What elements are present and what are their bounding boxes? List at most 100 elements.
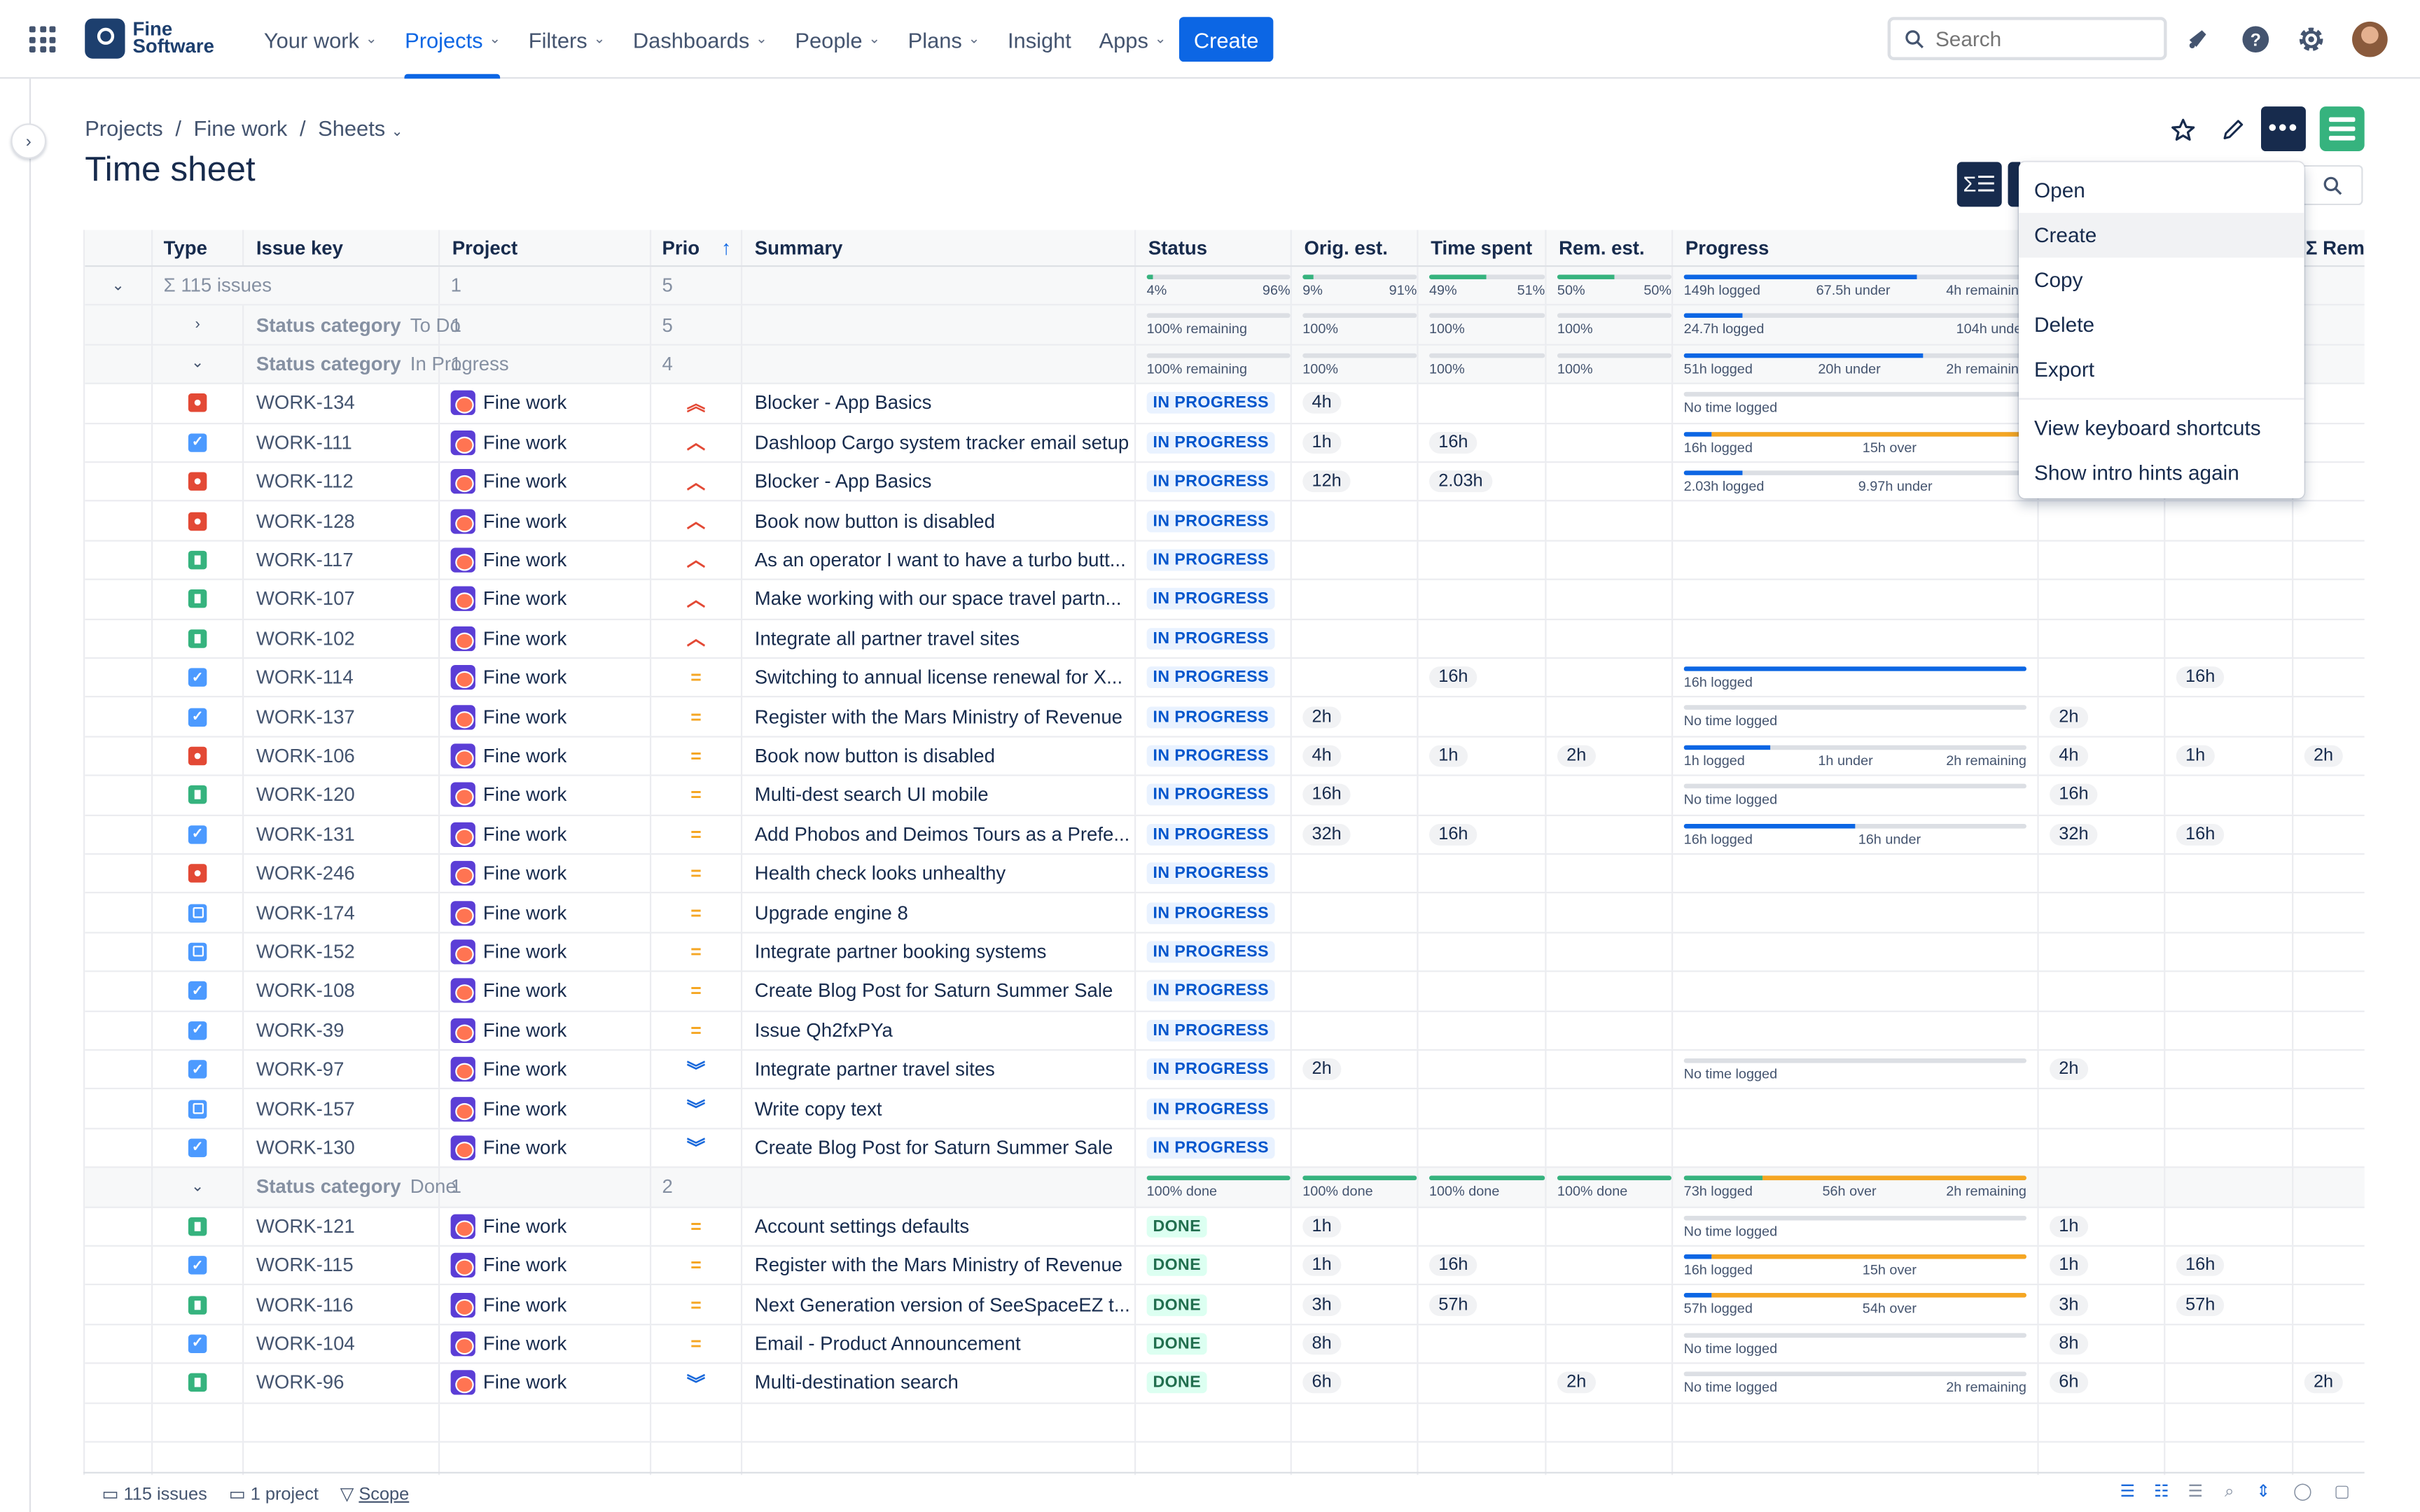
issue-project[interactable]: Fine work [440, 933, 652, 971]
more-actions-button[interactable]: ••• [2261, 106, 2306, 152]
rem-est[interactable] [1547, 1285, 1674, 1324]
time-spent[interactable] [1419, 580, 1547, 618]
nav-apps[interactable]: Apps ⌄ [1085, 0, 1180, 78]
issue-status[interactable]: IN PROGRESS [1136, 1128, 1292, 1167]
issue-status[interactable]: IN PROGRESS [1136, 1011, 1292, 1049]
issue-row[interactable]: WORK-111 Fine work ︿ Dashloop Cargo system … [85, 424, 2365, 463]
issue-status[interactable]: IN PROGRESS [1136, 894, 1292, 932]
time-spent[interactable] [1419, 1050, 1547, 1088]
orig-est[interactable] [1292, 1089, 1419, 1128]
orig-est[interactable] [1292, 1128, 1419, 1167]
issue-key[interactable]: WORK-174 [244, 894, 440, 932]
issue-row[interactable]: WORK-246 Fine work = Health check looks unh… [85, 855, 2365, 895]
issue-status[interactable]: IN PROGRESS [1136, 620, 1292, 657]
orig-est[interactable]: 1h [1292, 1246, 1419, 1284]
menu-item-copy[interactable]: Copy [2034, 268, 2083, 292]
menu-item-keyboard-shortcuts[interactable]: View keyboard shortcuts [2034, 416, 2261, 440]
time-spent[interactable]: 57h [1419, 1285, 1547, 1324]
time-spent[interactable] [1419, 1128, 1547, 1167]
issue-summary[interactable]: Create Blog Post for Saturn Summer Sale [742, 1128, 1136, 1167]
issue-summary[interactable]: Integrate partner travel sites [742, 1050, 1136, 1088]
issue-project[interactable]: Fine work [440, 1089, 652, 1128]
issue-status[interactable]: IN PROGRESS [1136, 541, 1292, 579]
issue-priority[interactable]: ︿ [651, 541, 743, 579]
nav-filters[interactable]: Filters ⌄ [515, 0, 619, 78]
issue-project[interactable]: Fine work [440, 737, 652, 775]
rem-est[interactable] [1547, 1050, 1674, 1088]
time-spent[interactable] [1419, 1011, 1547, 1049]
issue-summary[interactable]: Multi-destination search [742, 1364, 1136, 1402]
issue-priority[interactable]: = [651, 776, 743, 814]
nav-people[interactable]: People ⌄ [781, 0, 894, 78]
issue-key[interactable]: WORK-114 [244, 659, 440, 696]
issue-project[interactable]: Fine work [440, 1050, 652, 1088]
issue-priority[interactable]: = [651, 1207, 743, 1245]
issue-row[interactable]: WORK-174 Fine work = Upgrade engine 8 IN PRO… [85, 894, 2365, 933]
rem-est[interactable] [1547, 1128, 1674, 1167]
issue-priority[interactable]: ︿ [651, 580, 743, 618]
issue-row[interactable]: WORK-131 Fine work = Add Phobos and Deimos … [85, 816, 2365, 855]
issue-row[interactable]: WORK-107 Fine work ︿ Make working with our … [85, 580, 2365, 620]
issue-priority[interactable]: ︾ [651, 1128, 743, 1167]
col-summary[interactable]: Summary [742, 230, 1136, 266]
rem-est[interactable] [1547, 1324, 1674, 1363]
issue-status[interactable]: DONE [1136, 1207, 1292, 1245]
orig-est[interactable]: 4h [1292, 384, 1419, 422]
issue-priority[interactable]: = [651, 1324, 743, 1363]
menu-item-delete[interactable]: Delete [2034, 313, 2095, 337]
issue-key[interactable]: WORK-130 [244, 1128, 440, 1167]
issue-status[interactable]: IN PROGRESS [1136, 384, 1292, 422]
orig-est[interactable] [1292, 855, 1419, 892]
time-spent[interactable] [1419, 894, 1547, 932]
rem-est[interactable] [1547, 894, 1674, 932]
company-logo[interactable]: Fine Software [85, 18, 214, 59]
zoom-icon[interactable]: ⌕ [2225, 1483, 2234, 1502]
issue-project[interactable]: Fine work [440, 1285, 652, 1324]
user-avatar[interactable] [2352, 21, 2388, 57]
orig-est[interactable]: 1h [1292, 424, 1419, 461]
time-spent[interactable]: 16h [1419, 659, 1547, 696]
fullscreen-icon[interactable]: ▢ [2334, 1483, 2351, 1502]
menu-item-intro-hints[interactable]: Show intro hints again [2034, 461, 2239, 485]
issue-project[interactable]: Fine work [440, 816, 652, 853]
issue-status[interactable]: IN PROGRESS [1136, 1089, 1292, 1128]
help-icon[interactable]: ? [2239, 23, 2270, 54]
settings-gear-icon[interactable] [2295, 23, 2325, 54]
issue-row[interactable]: WORK-134 Fine work ︽ Blocker - App Basics IN… [85, 384, 2365, 424]
time-spent[interactable] [1419, 855, 1547, 892]
time-spent[interactable] [1419, 502, 1547, 540]
col-rem-est[interactable]: Rem. est. [1547, 230, 1674, 266]
issue-summary[interactable]: Blocker - App Basics [742, 463, 1136, 500]
time-spent[interactable]: 16h [1419, 424, 1547, 461]
menu-item-create[interactable]: Create [2018, 213, 2304, 258]
issue-summary[interactable]: Register with the Mars Ministry of Reven… [742, 698, 1136, 736]
issue-priority[interactable]: ︾ [651, 1364, 743, 1402]
orig-est[interactable]: 4h [1292, 737, 1419, 775]
group-toggle-chevron-icon[interactable]: › [153, 306, 244, 344]
issue-key[interactable]: WORK-121 [244, 1207, 440, 1245]
issue-priority[interactable]: ︿ [651, 424, 743, 461]
issue-priority[interactable]: = [651, 855, 743, 892]
issue-summary[interactable]: Account settings defaults [742, 1207, 1136, 1245]
issue-key[interactable]: WORK-246 [244, 855, 440, 892]
col-orig-est[interactable]: Orig. est. [1292, 230, 1419, 266]
issue-status[interactable]: DONE [1136, 1324, 1292, 1363]
issue-project[interactable]: Fine work [440, 541, 652, 579]
issue-key[interactable]: WORK-39 [244, 1011, 440, 1049]
issue-status[interactable]: IN PROGRESS [1136, 737, 1292, 775]
issue-key[interactable]: WORK-115 [244, 1246, 440, 1284]
issue-summary[interactable]: Email - Product Announcement [742, 1324, 1136, 1363]
rem-est[interactable] [1547, 816, 1674, 853]
issue-summary[interactable]: Book now button is disabled [742, 502, 1136, 540]
orig-est[interactable] [1292, 933, 1419, 971]
issue-summary[interactable]: Add Phobos and Deimos Tours as a Prefe..… [742, 816, 1136, 853]
create-button[interactable]: Create [1178, 17, 1274, 62]
issue-status[interactable]: IN PROGRESS [1136, 972, 1292, 1010]
issue-key[interactable]: WORK-111 [244, 424, 440, 461]
toggle-icon[interactable]: ◯ [2293, 1483, 2313, 1502]
time-spent[interactable] [1419, 1364, 1547, 1402]
rem-est[interactable] [1547, 698, 1674, 736]
rem-est[interactable] [1547, 463, 1674, 500]
time-spent[interactable] [1419, 541, 1547, 579]
issue-project[interactable]: Fine work [440, 1128, 652, 1167]
